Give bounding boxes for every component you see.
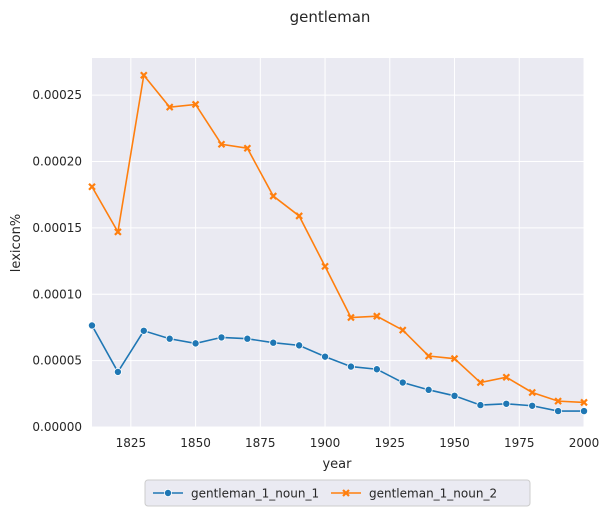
data-point xyxy=(217,140,226,149)
data-point xyxy=(580,407,589,416)
data-point xyxy=(398,378,407,387)
chart-title: gentleman xyxy=(290,8,371,26)
data-point xyxy=(165,334,174,343)
data-point xyxy=(269,338,278,347)
series-line xyxy=(91,73,585,404)
legend-label: gentleman_1_noun_2 xyxy=(369,487,497,501)
data-point xyxy=(88,182,96,191)
x-tick-label: 1875 xyxy=(245,436,276,450)
legend-marker xyxy=(342,489,350,497)
series-2 xyxy=(88,71,588,407)
x-tick-label: 1825 xyxy=(116,436,147,450)
grid xyxy=(92,58,585,428)
data-point xyxy=(554,397,562,405)
data-point xyxy=(372,365,381,374)
series-layer xyxy=(88,71,589,416)
data-point xyxy=(295,341,304,350)
y-tick-label: 0.00000 xyxy=(32,420,82,434)
x-tick-label: 1850 xyxy=(180,436,211,450)
x-tick-label: 1975 xyxy=(504,436,535,450)
data-point xyxy=(450,391,459,400)
x-tick-label: 1950 xyxy=(439,436,470,450)
data-point xyxy=(88,321,97,330)
data-point xyxy=(114,228,122,236)
data-point xyxy=(502,373,511,382)
legend-entry: gentleman_1_noun_1 xyxy=(153,487,319,501)
data-point xyxy=(191,100,200,109)
legend: gentleman_1_noun_1 gentleman_1_noun_2 xyxy=(144,479,531,507)
data-point xyxy=(139,326,148,335)
y-axis-ticks: 0.00000 0.00005 0.00010 0.00015 0.00020 0.000… xyxy=(32,88,82,434)
data-point xyxy=(502,399,511,408)
y-axis-label: lexicon% xyxy=(9,214,24,272)
data-point xyxy=(295,212,303,220)
y-tick-label: 0.00025 xyxy=(32,88,82,102)
x-tick-label: 2000 xyxy=(569,436,600,450)
data-point xyxy=(476,401,485,410)
data-point xyxy=(347,313,355,322)
data-point xyxy=(346,362,355,371)
legend-marker xyxy=(163,488,172,497)
data-point xyxy=(450,354,459,363)
data-point xyxy=(554,407,563,416)
x-axis-ticks: 1825 1850 1875 1900 1925 1950 1975 2000 xyxy=(116,436,600,450)
data-point xyxy=(373,312,381,320)
x-tick-label: 1900 xyxy=(310,436,341,450)
y-tick-label: 0.00015 xyxy=(32,221,82,235)
data-point xyxy=(321,262,329,271)
data-point xyxy=(113,367,122,376)
data-point xyxy=(424,385,433,394)
series-line xyxy=(91,325,584,412)
data-point xyxy=(398,326,407,334)
x-axis-label: year xyxy=(322,457,352,472)
y-tick-label: 0.00005 xyxy=(32,354,82,368)
data-point xyxy=(528,388,536,397)
data-point xyxy=(476,378,485,387)
data-point xyxy=(269,192,278,200)
data-point xyxy=(165,103,174,111)
data-point xyxy=(217,333,226,342)
y-tick-label: 0.00020 xyxy=(32,155,82,169)
data-point xyxy=(243,144,252,153)
plot-area xyxy=(92,58,584,427)
y-tick-label: 0.00010 xyxy=(32,287,82,301)
legend-label: gentleman_1_noun_1 xyxy=(191,487,319,501)
data-point xyxy=(528,401,537,410)
data-point xyxy=(580,398,588,407)
series-1 xyxy=(88,321,589,416)
data-point xyxy=(321,352,330,361)
data-point xyxy=(424,352,433,360)
data-point xyxy=(191,339,200,348)
legend-entry: gentleman_1_noun_2 xyxy=(331,487,497,501)
data-point xyxy=(243,334,252,343)
x-tick-label: 1925 xyxy=(375,436,406,450)
data-point xyxy=(140,71,148,80)
